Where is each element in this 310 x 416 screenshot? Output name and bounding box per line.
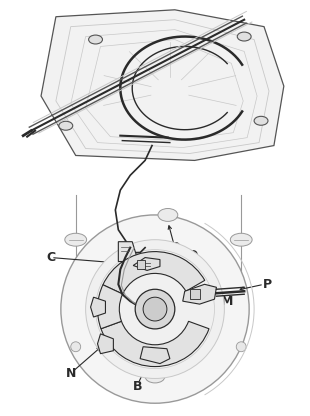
Text: N: N: [66, 367, 76, 380]
Circle shape: [86, 240, 224, 379]
Text: B: B: [132, 380, 142, 393]
Text: M: M: [221, 295, 233, 308]
Ellipse shape: [65, 233, 86, 246]
Ellipse shape: [59, 121, 73, 130]
Ellipse shape: [145, 370, 165, 383]
Ellipse shape: [237, 32, 251, 41]
Circle shape: [143, 297, 167, 321]
Polygon shape: [133, 258, 160, 270]
Polygon shape: [118, 242, 136, 262]
Circle shape: [236, 342, 246, 352]
Ellipse shape: [230, 233, 252, 246]
Wedge shape: [103, 252, 205, 294]
Polygon shape: [41, 10, 284, 161]
Polygon shape: [98, 334, 113, 354]
Ellipse shape: [254, 116, 268, 125]
Polygon shape: [91, 297, 105, 317]
Text: C: C: [46, 251, 55, 264]
Ellipse shape: [158, 208, 178, 221]
Wedge shape: [98, 285, 123, 329]
Circle shape: [61, 215, 249, 403]
Wedge shape: [101, 321, 209, 366]
Circle shape: [135, 289, 175, 329]
Polygon shape: [140, 347, 170, 364]
Bar: [190, 289, 200, 299]
Text: O: O: [170, 241, 180, 254]
Ellipse shape: [89, 35, 103, 44]
Text: P: P: [263, 278, 272, 291]
Circle shape: [71, 342, 81, 352]
Bar: [137, 260, 145, 270]
Polygon shape: [183, 284, 216, 304]
Text: D: D: [188, 249, 198, 262]
